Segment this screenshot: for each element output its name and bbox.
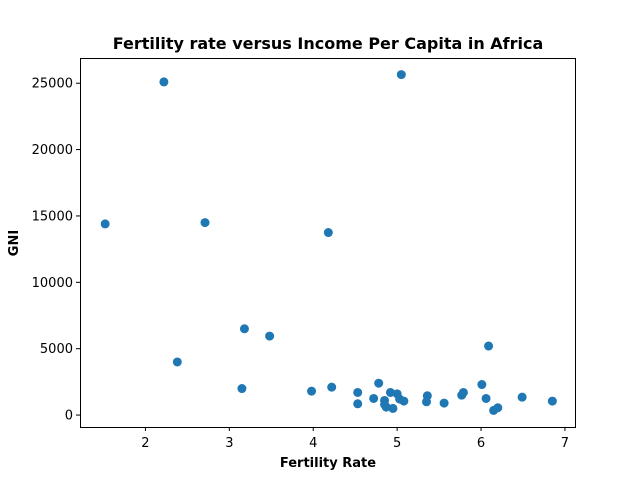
scatter-point bbox=[369, 393, 379, 403]
scatter-point bbox=[477, 380, 487, 390]
scatter-point bbox=[422, 391, 432, 401]
chart-title: Fertility rate versus Income Per Capita … bbox=[113, 34, 544, 53]
scatter-point bbox=[458, 387, 468, 397]
y-tick-label: 5000 bbox=[40, 342, 73, 357]
scatter-point bbox=[399, 396, 409, 406]
y-axis-label: GNI bbox=[7, 230, 22, 256]
x-tick-label: 4 bbox=[309, 436, 317, 451]
scatter-point bbox=[172, 357, 182, 367]
scatter-point bbox=[200, 218, 210, 228]
scatter-point bbox=[353, 387, 363, 397]
scatter-point bbox=[388, 403, 398, 413]
y-tick-label: 20000 bbox=[32, 143, 73, 158]
scatter-point bbox=[439, 398, 449, 408]
scatter-point bbox=[381, 402, 391, 412]
x-tick-label: 7 bbox=[561, 436, 569, 451]
x-tick-label: 6 bbox=[477, 436, 485, 451]
scatter-point bbox=[265, 331, 275, 341]
points-layer bbox=[100, 70, 557, 415]
scatter-point bbox=[374, 378, 384, 388]
scatter-point bbox=[385, 387, 395, 397]
y-tick-label: 25000 bbox=[32, 77, 73, 92]
scatter-point bbox=[481, 393, 491, 403]
x-tick-label: 2 bbox=[141, 436, 149, 451]
scatter-point bbox=[396, 70, 406, 80]
scatter-point bbox=[493, 403, 503, 413]
scatter-point bbox=[353, 399, 363, 409]
ticks-layer: 2 3 4 5 6 7 0 5000 10000 15000 20000 25000 bbox=[32, 77, 569, 451]
y-tick-label: 0 bbox=[65, 409, 73, 424]
scatter-point bbox=[307, 386, 317, 396]
x-tick-label: 3 bbox=[225, 436, 233, 451]
scatter-point bbox=[323, 228, 333, 238]
scatter-point bbox=[237, 384, 247, 394]
scatter-point bbox=[159, 77, 169, 87]
scatter-point bbox=[547, 396, 557, 406]
x-axis-label: Fertility Rate bbox=[280, 456, 376, 471]
scatter-point bbox=[327, 382, 337, 392]
plot-frame bbox=[80, 58, 576, 428]
y-tick-label: 10000 bbox=[32, 276, 73, 291]
x-tick-label: 5 bbox=[393, 436, 401, 451]
y-tick-label: 15000 bbox=[32, 209, 73, 224]
scatter-point bbox=[239, 324, 249, 334]
scatter-point bbox=[100, 219, 110, 229]
scatter-point bbox=[484, 341, 494, 351]
scatter-point bbox=[517, 392, 527, 402]
